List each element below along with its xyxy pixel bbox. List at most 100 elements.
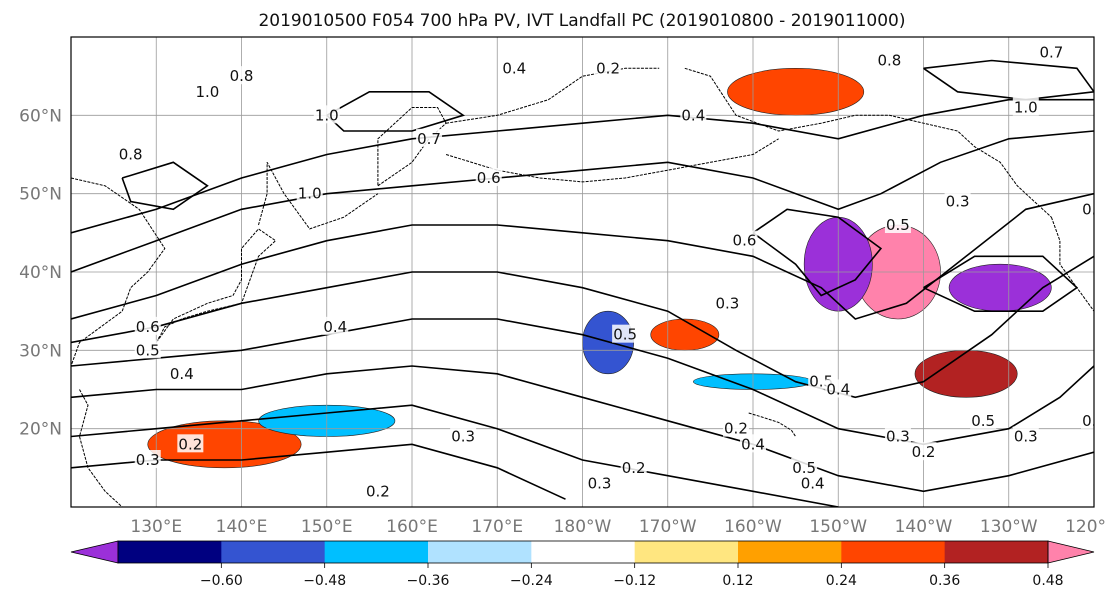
colorbar-tick-label: −0.36	[407, 573, 450, 589]
contour-line	[71, 98, 1094, 234]
contour-label-bg	[501, 58, 528, 77]
contour-line	[71, 130, 1094, 273]
contour-label: 0.8	[119, 146, 143, 164]
contour-label: 0.4	[801, 475, 825, 493]
contour-label-bg	[1038, 42, 1065, 61]
contour-label-bg	[416, 128, 443, 147]
contour-label: 0.3	[886, 428, 910, 446]
coastline	[748, 412, 797, 437]
contour-label-bg	[595, 58, 622, 77]
contour-label: 0.7	[1039, 44, 1063, 62]
colorbar-tick-label: 0.12	[722, 573, 753, 589]
lon-axis: 130°E 140°E 150°E 160°E 170°E 180°W 170°W 160°W…	[130, 517, 1105, 537]
contour-label: 0.5	[971, 412, 995, 430]
lon-tick-label: 180°W	[554, 517, 612, 537]
lon-tick-label: 160°E	[386, 517, 438, 537]
colorbar-frame	[117, 540, 1049, 564]
colorbar-segment	[634, 541, 739, 563]
contour-label: 1.0	[1014, 99, 1038, 117]
contour-label: 0.4	[826, 381, 850, 399]
colorbar: −0.60 −0.48 −0.36 −0.24 −0.12 0.12 0.24 0.36 0.4…	[70, 540, 1095, 589]
coastline	[377, 107, 447, 187]
contour-label: 0.4	[323, 318, 347, 336]
contour-label: 0.4	[170, 365, 194, 383]
lon-tick-label: 160°W	[724, 517, 782, 537]
contour-label-bg	[970, 410, 997, 429]
contour-label-bg	[1081, 199, 1094, 218]
colorbar-extend-high	[1047, 540, 1095, 564]
contour-label-bg	[364, 481, 391, 500]
contour-label: 0.8	[230, 67, 254, 85]
lon-tick-label: 130°E	[130, 517, 182, 537]
contour-label: 0.2	[1082, 412, 1105, 430]
contour-label-bg	[1081, 410, 1094, 429]
contour-label: 1.0	[298, 185, 322, 203]
contour-label-bg	[177, 434, 204, 453]
lon-tick-label: 150°E	[301, 517, 353, 537]
contour-label: 0.2	[596, 59, 620, 77]
lat-tick-label: 60°N	[19, 106, 62, 126]
coastline	[446, 67, 660, 124]
contour-label: 0.6	[733, 232, 757, 250]
colorbar-segment	[428, 541, 532, 563]
colorbar-segment	[738, 541, 842, 563]
contour-label: 1.0	[315, 106, 339, 124]
colorbar-tick-label: −0.12	[613, 573, 656, 589]
ivt-contours	[71, 59, 1094, 507]
contour-label-bg	[799, 473, 826, 492]
contour-label: 0.6	[136, 318, 160, 336]
contour-label: 0.5	[886, 216, 910, 234]
contour-label: 0.3	[946, 193, 970, 211]
coastline	[445, 138, 779, 183]
contour-label-bg	[722, 418, 749, 437]
coastline	[1050, 217, 1094, 312]
shade-purple-east	[948, 263, 1052, 312]
contour-line	[923, 255, 1079, 312]
lat-axis: 20°N 30°N 40°N 50°N 60°N	[19, 106, 62, 439]
contour-label-bg	[884, 215, 911, 233]
contour-label-bg	[117, 144, 144, 163]
contour-label-bg	[450, 426, 477, 445]
contour-label: 0.2	[366, 482, 390, 500]
contour-label: 0.5	[136, 341, 160, 359]
contour-labels: 1.00.81.00.70.60.4 0.20.40.8 0.71.00.60.30…	[117, 42, 1105, 500]
contour-line	[71, 365, 1094, 493]
contour-label: 0.2	[178, 435, 202, 453]
contour-label-bg	[876, 50, 903, 69]
contour-label: 0.3	[715, 294, 739, 312]
contour-label-bg	[228, 66, 255, 85]
coastline	[78, 389, 123, 507]
lat-tick-label: 40°N	[19, 263, 62, 283]
colorbar-tick-label: 0.36	[929, 573, 960, 589]
contour-label-bg	[714, 293, 741, 312]
colorbar-tick-label: −0.60	[200, 573, 243, 589]
map-panel: 1.00.81.00.70.60.4 0.20.40.8 0.71.00.60.30…	[70, 36, 1105, 508]
lon-tick-label: 130°W	[980, 517, 1038, 537]
shade-orange-north	[727, 68, 865, 116]
contour-label: 0.8	[877, 52, 901, 70]
contour-label: 0.4	[681, 106, 705, 124]
contour-label: 0.6	[477, 169, 501, 187]
colorbar-segment	[221, 541, 326, 563]
contour-line	[71, 318, 1094, 446]
lon-tick-label: 170°W	[639, 517, 697, 537]
contour-label: 0.3	[136, 451, 160, 469]
contour-label-bg	[475, 168, 502, 186]
chart-title: 2019010500 F054 700 hPa PV, IVT Landfall…	[258, 11, 905, 31]
contour-label-bg	[791, 457, 818, 476]
contour-label: 0.5	[613, 326, 637, 344]
contour-line	[71, 404, 839, 507]
contour-label: 1.0	[195, 83, 219, 101]
colorbar-segment	[531, 541, 636, 563]
contour-label-bg	[322, 316, 349, 335]
lon-tick-label: 140°E	[216, 517, 268, 537]
contour-label-bg	[612, 324, 639, 343]
contour-label-bg	[313, 105, 340, 124]
contour-line	[71, 192, 1094, 320]
contour-label-bg	[168, 363, 195, 382]
lon-tick-label: 170°E	[471, 517, 523, 537]
lon-tick-label: 140°W	[895, 517, 953, 537]
colorbar-tick-label: 0.24	[826, 573, 857, 589]
contour-label-bg	[944, 191, 971, 210]
